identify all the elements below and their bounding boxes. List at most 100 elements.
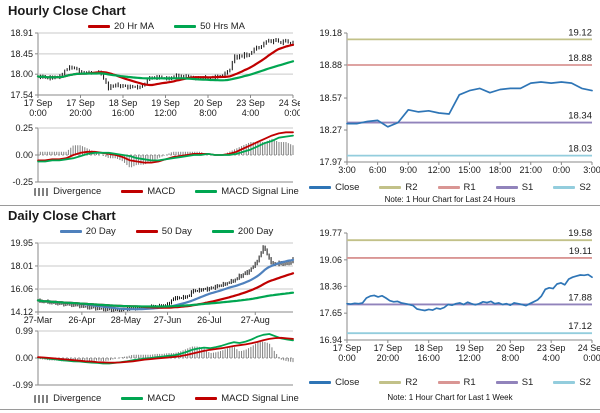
svg-text:17.97: 17.97 (319, 157, 342, 167)
legend-item-close: Close (309, 377, 359, 388)
legend-label: Divergence (53, 393, 102, 404)
legend-label: Divergence (53, 186, 102, 197)
legend-item-close: Close (309, 182, 359, 193)
r2-line-swatch (379, 381, 402, 384)
svg-text:4:00: 4:00 (542, 353, 560, 363)
macd-line-swatch (121, 397, 144, 400)
svg-text:8:00: 8:00 (502, 353, 520, 363)
svg-text:16:00: 16:00 (417, 353, 440, 363)
svg-text:-0.99: -0.99 (12, 380, 33, 390)
pivot-24h-note: Note: 1 Hour Chart for Last 24 Hours (384, 195, 516, 204)
ma50-line-swatch (174, 25, 197, 28)
r1-line-swatch (437, 186, 460, 189)
legend-label: Close (335, 182, 360, 193)
svg-text:24 Sep: 24 Sep (279, 98, 300, 108)
hourly-ma-legend: 20 Hr MA 50 Hrs MA (38, 21, 295, 32)
s2-line-swatch (553, 186, 576, 189)
svg-text:0:00: 0:00 (553, 165, 571, 175)
svg-text:18:00: 18:00 (489, 165, 512, 175)
svg-text:17.65: 17.65 (319, 308, 342, 318)
divergence-bars-swatch (34, 394, 50, 403)
svg-text:18.00: 18.00 (10, 69, 33, 79)
legend-label: S2 (579, 377, 591, 388)
hourly-macd-chart: 0.25 0.00 -0.25 (12, 124, 294, 187)
legend-item-20day: 20 Day (59, 226, 116, 237)
svg-text:0:00: 0:00 (338, 353, 356, 363)
s1-line-swatch (495, 381, 518, 384)
section-divider (0, 205, 600, 206)
legend-label: S1 (521, 377, 534, 388)
ma20d-line-swatch (59, 230, 82, 233)
legend-item-divergence: Divergence (34, 186, 101, 197)
legend-item-macd-signal: MACD Signal Line (195, 186, 299, 197)
svg-text:17.88: 17.88 (568, 292, 592, 303)
legend-label: 20 Day (85, 226, 116, 237)
legend-label: R2 (405, 377, 418, 388)
svg-text:18.27: 18.27 (319, 125, 342, 135)
svg-text:18.45: 18.45 (10, 49, 33, 59)
svg-text:19.06: 19.06 (319, 255, 342, 265)
svg-text:20 Sep: 20 Sep (194, 98, 223, 108)
daily-macd-legend: Divergence MACD MACD Signal Line (34, 393, 299, 404)
macd-line-swatch (121, 190, 144, 193)
svg-text:18.88: 18.88 (319, 60, 342, 70)
svg-text:27-Mar: 27-Mar (24, 315, 53, 325)
r2-line-swatch (379, 186, 402, 189)
svg-text:3:00: 3:00 (338, 165, 356, 175)
s1-line-swatch (495, 186, 518, 189)
legend-item-20hr-ma: 20 Hr MA (88, 21, 154, 32)
svg-text:19 Sep: 19 Sep (151, 98, 180, 108)
svg-text:17.54: 17.54 (10, 90, 33, 100)
svg-text:17 Sep: 17 Sep (24, 98, 53, 108)
svg-text:12:00: 12:00 (154, 108, 177, 118)
legend-label: 20 Hr MA (114, 21, 155, 32)
svg-text:19 Sep: 19 Sep (455, 343, 484, 353)
legend-label: MACD (147, 393, 176, 404)
svg-text:16.06: 16.06 (10, 284, 33, 294)
legend-item-r1: R1 (437, 377, 476, 388)
close-line-swatch (309, 186, 332, 189)
svg-text:27-Jun: 27-Jun (154, 315, 182, 325)
daily-section-title: Daily Close Chart (8, 208, 116, 223)
legend-item-s1: S1 (495, 377, 534, 388)
pivot-week-legend: Close R2 R1 S1 S2 (300, 377, 600, 388)
hourly-macd-legend: Divergence MACD MACD Signal Line (34, 186, 299, 197)
svg-text:17 Sep: 17 Sep (333, 343, 362, 353)
r1-line-swatch (437, 381, 460, 384)
svg-text:23 Sep: 23 Sep (236, 98, 265, 108)
svg-text:18 Sep: 18 Sep (109, 98, 138, 108)
legend-item-50day: 50 Day (135, 226, 192, 237)
svg-text:0:00: 0:00 (583, 353, 600, 363)
legend-label: MACD Signal Line (221, 393, 299, 404)
svg-text:12:00: 12:00 (428, 165, 451, 175)
svg-text:18.91: 18.91 (10, 28, 33, 38)
svg-text:16:00: 16:00 (112, 108, 135, 118)
legend-item-divergence: Divergence (34, 393, 101, 404)
macd-signal-line-swatch (195, 397, 218, 400)
svg-text:18.34: 18.34 (568, 111, 592, 122)
svg-text:20:00: 20:00 (377, 353, 400, 363)
svg-text:20:00: 20:00 (69, 108, 92, 118)
svg-text:19.11: 19.11 (569, 246, 592, 257)
close-line-swatch (309, 381, 332, 384)
svg-text:0:00: 0:00 (29, 108, 47, 118)
svg-text:19.77: 19.77 (319, 228, 342, 238)
legend-item-s2: S2 (553, 182, 591, 193)
s2-line-swatch (553, 381, 576, 384)
hourly-section-title: Hourly Close Chart (8, 3, 126, 18)
svg-text:-0.25: -0.25 (12, 177, 33, 187)
ma200d-line-swatch (211, 230, 234, 233)
svg-text:26-Apr: 26-Apr (68, 315, 95, 325)
legend-item-r1: R1 (437, 182, 476, 193)
daily-ma-legend: 20 Day 50 Day 200 Day (38, 226, 295, 237)
svg-text:0.00: 0.00 (15, 150, 33, 160)
pivot-24h-legend: Close R2 R1 S1 S2 (300, 182, 600, 193)
legend-item-r2: R2 (379, 377, 418, 388)
pivot-week-note: Note: 1 Hour Chart for Last 1 Week (387, 393, 513, 402)
legend-label: MACD (147, 186, 176, 197)
svg-text:9:00: 9:00 (399, 165, 417, 175)
